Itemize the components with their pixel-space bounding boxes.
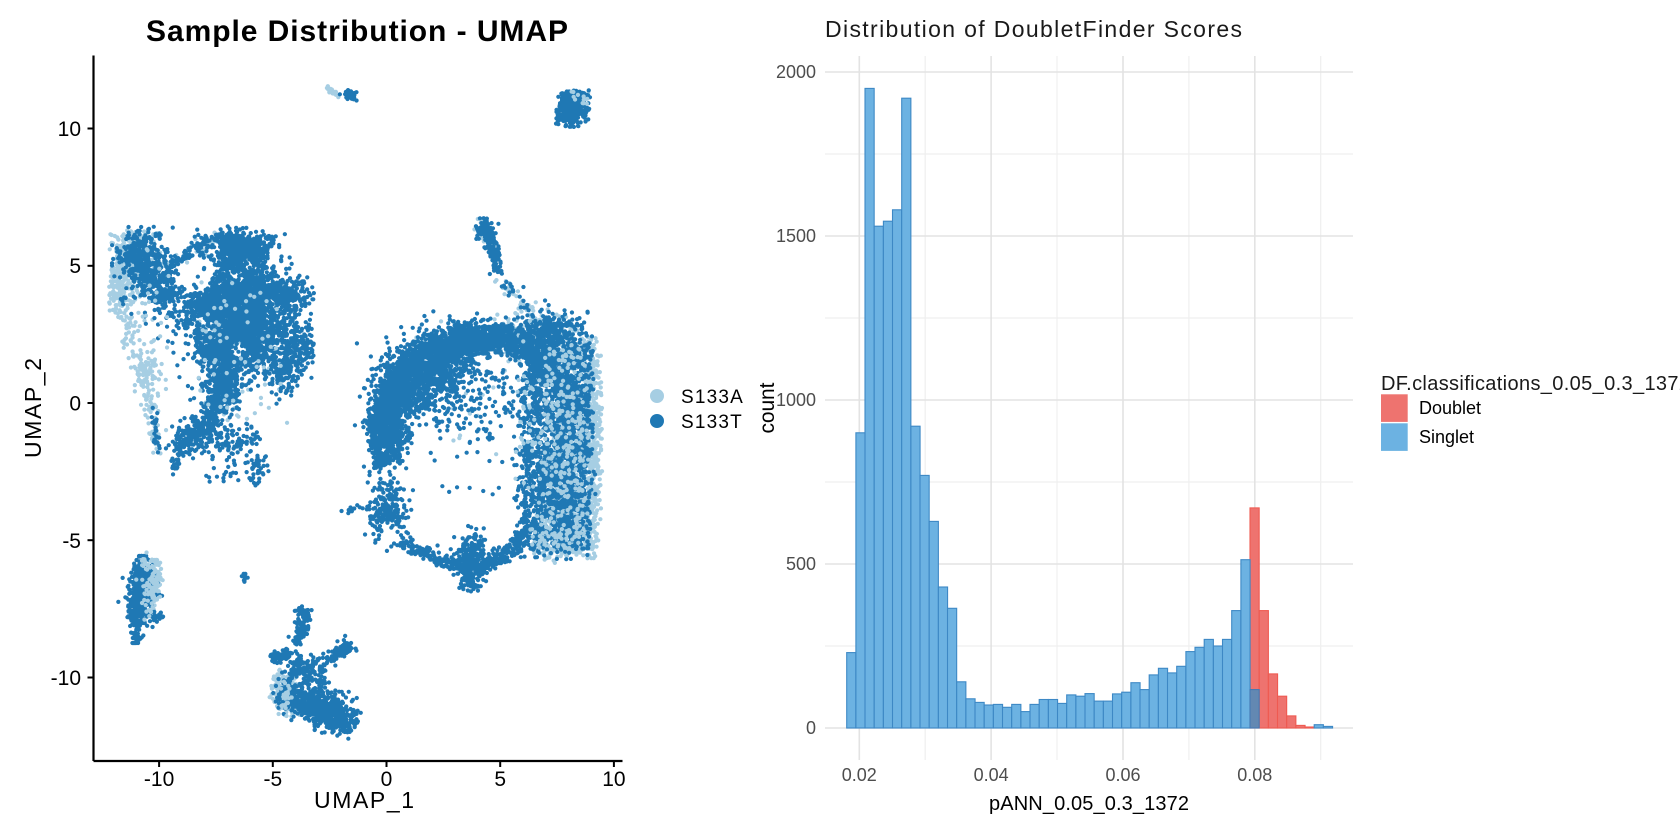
svg-text:-10: -10 bbox=[51, 667, 81, 690]
svg-text:5: 5 bbox=[494, 768, 506, 791]
svg-text:UMAP_2: UMAP_2 bbox=[20, 358, 46, 458]
svg-text:pANN_0.05_0.3_1372: pANN_0.05_0.3_1372 bbox=[989, 793, 1189, 815]
svg-text:10: 10 bbox=[602, 768, 625, 791]
svg-text:Distribution of DoubletFinder: Distribution of DoubletFinder Scores bbox=[825, 16, 1242, 42]
svg-text:DF.classifications_0.05_0.3_13: DF.classifications_0.05_0.3_1372 bbox=[1381, 373, 1680, 395]
svg-text:0.06: 0.06 bbox=[1105, 765, 1140, 785]
svg-text:5: 5 bbox=[69, 255, 81, 278]
svg-text:S133A: S133A bbox=[681, 387, 744, 408]
svg-text:0: 0 bbox=[381, 768, 393, 791]
svg-text:10: 10 bbox=[58, 118, 81, 141]
svg-text:0: 0 bbox=[69, 393, 81, 416]
svg-text:-10: -10 bbox=[144, 768, 174, 791]
svg-text:Sample Distribution - UMAP: Sample Distribution - UMAP bbox=[146, 15, 568, 48]
svg-text:500: 500 bbox=[786, 554, 816, 574]
svg-text:0: 0 bbox=[806, 718, 816, 738]
svg-text:S133T: S133T bbox=[681, 412, 743, 433]
svg-text:2000: 2000 bbox=[776, 62, 816, 82]
svg-text:count: count bbox=[756, 382, 779, 433]
svg-text:UMAP_1: UMAP_1 bbox=[314, 787, 414, 813]
svg-text:-5: -5 bbox=[62, 530, 81, 553]
svg-text:0.04: 0.04 bbox=[974, 765, 1009, 785]
svg-text:Doublet: Doublet bbox=[1419, 398, 1481, 418]
svg-text:Singlet: Singlet bbox=[1419, 427, 1474, 447]
svg-text:1000: 1000 bbox=[776, 390, 816, 410]
svg-text:0.08: 0.08 bbox=[1237, 765, 1272, 785]
svg-text:-5: -5 bbox=[263, 768, 282, 791]
svg-text:1500: 1500 bbox=[776, 226, 816, 246]
svg-text:0.02: 0.02 bbox=[842, 765, 877, 785]
